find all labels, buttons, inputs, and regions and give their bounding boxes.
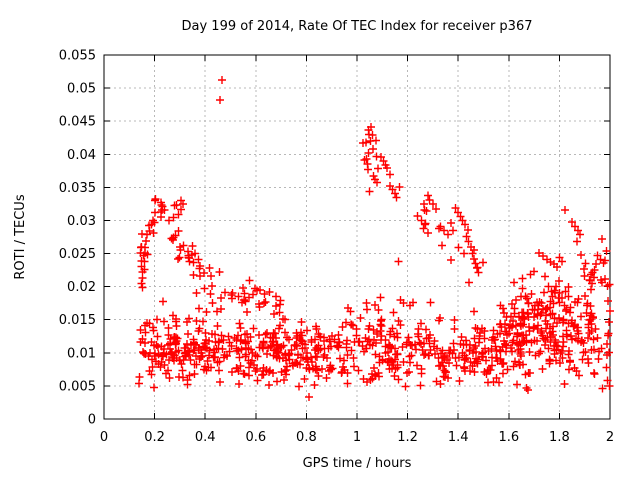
x-tick-label: 1.6 — [498, 430, 519, 445]
cluster-left-descent — [167, 227, 216, 297]
y-tick-label: 0.055 — [59, 49, 96, 64]
y-tick-label: 0.045 — [59, 115, 96, 130]
x-tick-label: 1.2 — [397, 430, 418, 445]
y-tick-label: 0.02 — [67, 280, 96, 295]
y-tick-label: 0.01 — [67, 346, 96, 361]
y-axis-label: ROTI / TECUs — [13, 194, 28, 279]
x-tick-label: 0.4 — [195, 430, 216, 445]
cluster-sparse-upper-mid — [344, 293, 435, 317]
cluster-descent-fuzz — [420, 200, 487, 272]
cluster-right-rising-cloud — [507, 235, 614, 325]
x-tick-label: 0.8 — [296, 430, 317, 445]
y-tick-label: 0 — [88, 413, 96, 428]
x-tick-label: 1 — [353, 430, 361, 445]
chart-title: Day 199 of 2014, Rate Of TEC Index for r… — [182, 19, 533, 34]
y-tick-label: 0.025 — [59, 247, 96, 262]
y-tick-label: 0.05 — [67, 82, 96, 97]
scatter-points — [135, 76, 614, 401]
cluster-band-right — [495, 290, 614, 389]
x-tick-label: 0.6 — [245, 430, 266, 445]
cluster-mid-hump — [239, 276, 285, 318]
cluster-left-rise — [136, 216, 159, 260]
x-tick-label: 1.4 — [448, 430, 469, 445]
x-tick-label: 0 — [100, 430, 108, 445]
x-tick-label: 2 — [606, 430, 614, 445]
cluster-main-band — [135, 297, 508, 392]
feature-points — [157, 76, 614, 401]
x-tick-label: 0.2 — [144, 430, 165, 445]
y-tick-label: 0.035 — [59, 181, 96, 196]
axis-tick-labels: 0 0.2 0.4 0.6 0.8 1 1.2 1.4 1.6 1.8 2 0 0.005 0.01 0.0… — [59, 49, 614, 446]
cluster-pre-hump — [206, 268, 249, 313]
y-tick-label: 0.005 — [59, 379, 96, 394]
y-tick-label: 0.015 — [59, 313, 96, 328]
cluster-left-column — [137, 249, 152, 292]
y-tick-label: 0.04 — [67, 148, 96, 163]
cluster-high-arc-fuzz — [359, 130, 404, 191]
plot-border — [103, 54, 611, 420]
y-tick-label: 0.03 — [67, 214, 96, 229]
x-tick-label: 1.8 — [549, 430, 570, 445]
x-axis-label: GPS time / hours — [303, 456, 412, 471]
